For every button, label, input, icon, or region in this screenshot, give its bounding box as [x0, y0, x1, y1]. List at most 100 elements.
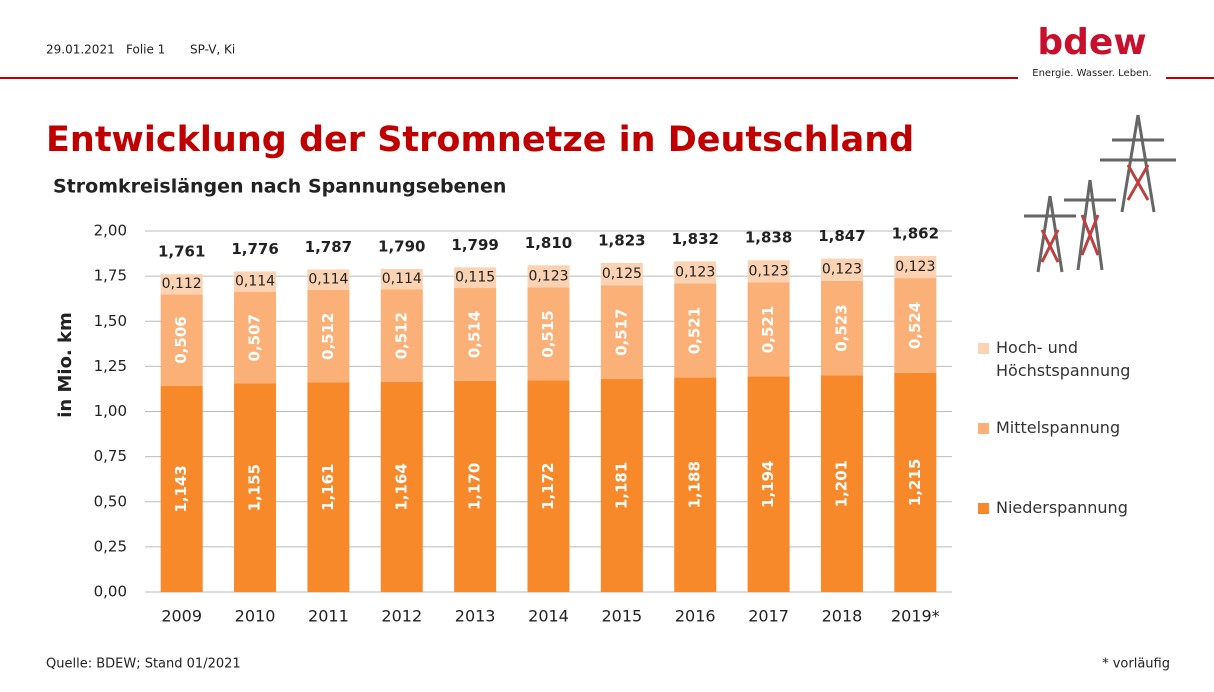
bar-segment [674, 283, 717, 378]
bar-segment [600, 262, 643, 286]
x-tick-label: 2012 [381, 607, 422, 626]
bar-segment [674, 377, 717, 592]
legend-label: Hoch- und Höchstspannung [996, 338, 1131, 380]
bar-segment [380, 289, 423, 382]
y-tick-label: 1,50 [94, 312, 127, 330]
legend-label: Mittelspannung [996, 418, 1121, 437]
legend-label: Niederspannung [996, 498, 1128, 517]
bar-segment [674, 261, 717, 284]
total-label: 1,776 [231, 240, 278, 258]
value-label: 0,514 [466, 311, 484, 358]
value-label: 0,515 [539, 310, 557, 357]
value-label: 1,172 [539, 463, 557, 510]
legend-item: Hoch- und Höchstspannung [978, 336, 1148, 416]
bar-segment [527, 380, 570, 592]
value-label: 0,521 [686, 307, 704, 354]
y-tick-label: 0,50 [94, 492, 127, 510]
value-label: 0,506 [172, 316, 190, 363]
value-label: 0,112 [162, 276, 202, 292]
bar-segment [454, 267, 497, 289]
chart-title: Entwicklung der Stromnetze in Deutschlan… [46, 120, 914, 160]
value-label: 0,521 [759, 306, 777, 353]
bar-segment [307, 269, 350, 291]
y-tick-label: 1,75 [94, 267, 127, 285]
bar-segment [454, 288, 497, 381]
tagline: Energie. Wasser. Leben. [1032, 68, 1151, 79]
bar-segment [600, 378, 643, 592]
value-label: 0,114 [235, 274, 275, 290]
value-label: 1,188 [686, 461, 704, 508]
value-label: 1,164 [392, 463, 410, 510]
bar-segment [307, 382, 350, 592]
total-label: 1,787 [305, 238, 352, 256]
value-label: 1,181 [612, 462, 630, 509]
bar-segment [600, 285, 643, 379]
value-label: 0,123 [528, 268, 568, 284]
bar-segment [380, 268, 423, 290]
legend-swatch [978, 343, 989, 354]
total-label: 1,761 [158, 243, 205, 261]
bar-segment [234, 383, 277, 592]
value-label: 0,115 [455, 270, 495, 286]
total-label: 1,862 [892, 224, 939, 242]
value-label: 0,517 [612, 308, 630, 355]
value-label: 1,215 [906, 459, 924, 506]
bar-segment [820, 258, 863, 281]
x-tick-label: 2010 [235, 607, 276, 626]
total-label: 1,790 [378, 237, 425, 255]
value-label: 1,143 [172, 465, 190, 512]
slide-number: Folie 1 [126, 43, 165, 57]
total-label: 1,810 [525, 234, 572, 252]
total-label: 1,823 [598, 231, 645, 249]
source: Quelle: BDEW; Stand 01/2021 [46, 657, 241, 672]
total-label: 1,838 [745, 229, 792, 247]
bar-segment [894, 278, 937, 373]
logo: bdew [1037, 22, 1146, 63]
author: SP-V, Ki [190, 43, 235, 57]
legend-item: Mittelspannung [978, 416, 1148, 496]
value-label: 1,201 [832, 460, 850, 507]
legend-swatch [978, 503, 989, 514]
pylon-icons [1024, 114, 1176, 273]
total-label: 1,832 [672, 230, 719, 248]
value-label: 0,523 [832, 304, 850, 351]
value-label: 1,170 [466, 463, 484, 510]
x-tick-label: 2009 [161, 607, 202, 626]
bar-segment [894, 372, 937, 592]
x-tick-label: 2015 [602, 607, 643, 626]
value-label: 0,114 [382, 271, 422, 287]
x-tick-label: 2017 [748, 607, 789, 626]
value-label: 0,524 [906, 302, 924, 349]
bar-segment [160, 294, 203, 386]
x-tick-label: 2011 [308, 607, 349, 626]
date: 29.01.2021 [46, 43, 115, 57]
value-label: 0,123 [675, 264, 715, 280]
bar-segment [820, 280, 863, 376]
legend-swatch [978, 423, 989, 434]
bar-segment [160, 274, 203, 295]
y-tick-label: 1,00 [94, 402, 127, 420]
pylon-accent [1041, 164, 1149, 263]
value-label: 0,123 [895, 259, 935, 275]
value-label: 1,194 [759, 461, 777, 508]
bar-segment [234, 292, 277, 384]
x-tick-label: 2019* [891, 607, 940, 626]
value-label: 0,123 [749, 263, 789, 279]
value-label: 0,512 [392, 312, 410, 359]
total-label: 1,799 [451, 236, 498, 254]
value-label: 0,512 [319, 313, 337, 360]
bar-segment [527, 287, 570, 381]
bar-segment [307, 290, 350, 383]
value-label: 1,155 [246, 464, 264, 511]
y-tick-label: 0,00 [94, 583, 127, 601]
y-tick-label: 0,25 [94, 537, 127, 555]
y-axis-label: in Mio. km [55, 312, 76, 418]
legend-item: Niederspannung [978, 496, 1148, 576]
bar-segment [380, 381, 423, 592]
bar-segment [747, 282, 790, 377]
value-label: 1,161 [319, 463, 337, 510]
legend: Hoch- und Höchstspannung Mittelspannung Ni… [978, 336, 1148, 576]
y-tick-label: 1,25 [94, 357, 127, 375]
